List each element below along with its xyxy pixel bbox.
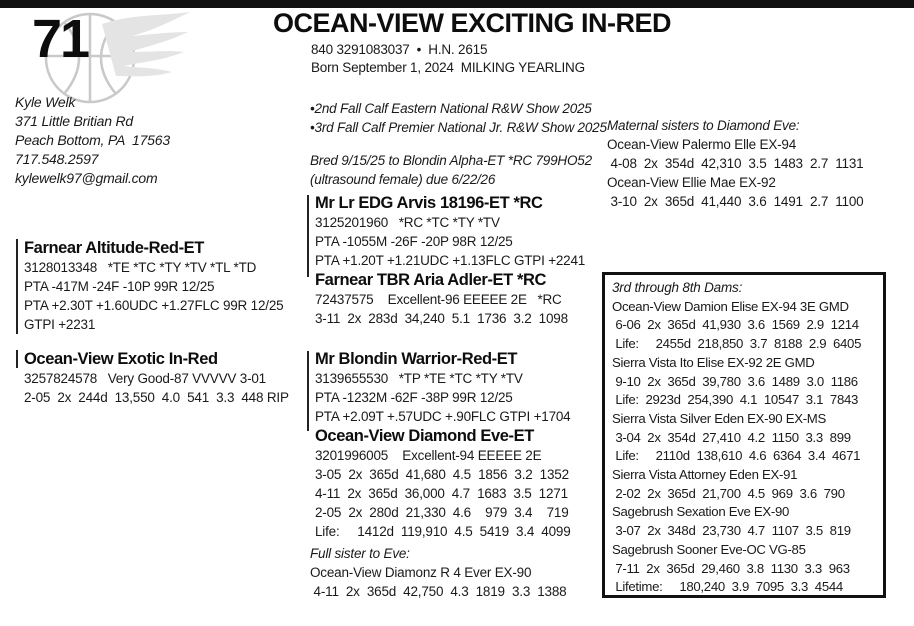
record-line: Sierra Vista Ito Elise EX-92 2E GMD — [612, 354, 815, 370]
record-line: 3-04 2x 354d 27,410 4.2 1150 3.3 899 — [612, 429, 851, 445]
record-line: Ocean-View Ellie Mae EX-92 — [607, 175, 776, 190]
dams-box-lines: Ocean-View Damion Elise EX-94 3E GMD 6-0… — [612, 298, 876, 597]
breeding-note: Bred 9/15/25 to Blondin Alpha-ET *RC 799… — [310, 151, 592, 189]
record-line: 2-02 2x 365d 21,700 4.5 969 3.6 790 — [612, 485, 845, 501]
animal-name: Farnear Altitude-Red-ET — [24, 239, 204, 257]
animal-name: Ocean-View Exotic In-Red — [24, 350, 218, 368]
record-line: Ocean-View Damion Elise EX-94 3E GMD — [612, 298, 849, 314]
show-result-line: •2nd Fall Calf Eastern National R&W Show… — [310, 101, 592, 116]
birth-line: Born September 1, 2024 MILKING YEARLING — [311, 60, 585, 75]
record-line: Ocean-View Palermo Elle EX-94 — [607, 137, 797, 152]
pedigree-block-dam-parents: Mr Blondin Warrior-Red-ET 3139655530 *TP… — [315, 349, 571, 541]
pedigree-block-sire-parents: Mr Lr EDG Arvis 18196-ET *RC 3125201960 … — [315, 193, 585, 328]
pedigree-block-sire: Farnear Altitude-Red-ET 3128013348 *TE *… — [24, 238, 284, 334]
dams-box: 3rd through 8th Dams: Ocean-View Damion … — [602, 272, 886, 598]
record-line: Sierra Vista Silver Eden EX-90 EX-MS — [612, 410, 826, 426]
record-line: 6-06 2x 365d 41,930 3.6 1569 2.9 1214 — [612, 317, 859, 333]
record-line: Sagebrush Sexation Eve EX-90 — [612, 504, 790, 520]
pedigree-lines: 3128013348 *TE *TC *TY *TV *TL *TD PTA -4… — [24, 258, 284, 334]
pedigree-bracket — [16, 239, 18, 334]
page-title: OCEAN-VIEW EXCITING IN-RED — [272, 8, 672, 38]
consigner-line: 371 Little Britian Rd — [15, 113, 133, 129]
pedigree-line: PTA -1232M -62F -38P 99R 12/25 — [315, 390, 513, 405]
record-line: Life: 2923d 254,390 4.1 10547 3.1 7843 — [612, 392, 859, 408]
pedigree-line: PTA +1.20T +1.21UDC +1.13FLC GTPI +2241 — [315, 253, 586, 268]
record-line: 7-11 2x 365d 29,460 3.8 1130 3.3 963 — [612, 560, 850, 576]
pedigree-bracket — [307, 195, 309, 277]
pedigree-line: 3-11 2x 283d 34,240 5.1 1736 3.2 1098 — [315, 311, 568, 326]
record-line: 3201996005 Excellent-94 EEEEE 2E — [315, 448, 542, 463]
record-line: 2-05 2x 280d 21,330 4.6 979 3.4 719 — [315, 505, 569, 520]
record-line: 9-10 2x 365d 39,780 3.6 1489 3.0 1186 — [612, 373, 858, 389]
pedigree-bracket — [307, 351, 309, 431]
pedigree-lines: 3125201960 *RC *TC *TY *TV PTA -1055M -26… — [315, 213, 585, 270]
animal-name: Mr Lr EDG Arvis 18196-ET *RC — [315, 194, 543, 212]
record-line: 3-10 2x 365d 41,440 3.6 1491 2.7 1100 — [607, 194, 864, 209]
animal-name: Mr Blondin Warrior-Red-ET — [315, 350, 518, 368]
full-sister-section: Full sister to Eve: Ocean-View Diamonz R… — [310, 544, 567, 601]
record-line: 4-11 2x 365d 42,750 4.3 1819 3.3 1388 — [310, 584, 567, 599]
record-line: Life: 1412d 119,910 4.5 5419 3.4 4099 — [315, 524, 571, 539]
full-sister-lines: Ocean-View Diamonz R 4 Ever EX-90 4-11 2… — [310, 563, 567, 601]
consigner-line: kylewelk97@gmail.com — [15, 170, 158, 186]
record-line: Ocean-View Diamonz R 4 Ever EX-90 — [310, 565, 532, 580]
record-line: 3-07 2x 348d 23,730 4.7 1107 3.5 819 — [612, 523, 851, 539]
pedigree-bracket — [16, 350, 18, 368]
pedigree-line: PTA +2.30T +1.60UDC +1.27FLC 99R 12/25 — [24, 298, 284, 313]
full-sister-heading: Full sister to Eve: — [310, 546, 410, 561]
pedigree-lines: 3257824578 Very Good-87 VVVVV 3-01 2-05 2… — [24, 369, 289, 407]
show-results: •2nd Fall Calf Eastern National R&W Show… — [310, 99, 607, 137]
pedigree-line: 3125201960 *RC *TC *TY *TV — [315, 215, 500, 230]
consigner-line: Kyle Welk — [15, 94, 76, 110]
pedigree-line: 3139655530 *TP *TE *TC *TY *TV — [315, 371, 523, 386]
pedigree-block-dam: Ocean-View Exotic In-Red 3257824578 Very… — [24, 349, 289, 407]
top-rule — [0, 0, 914, 8]
record-line: Sagebrush Sooner Eve-OC VG-85 — [612, 541, 806, 557]
consigner-line: Peach Bottom, PA 17563 — [15, 132, 170, 148]
dams-box-heading: 3rd through 8th Dams: — [612, 280, 743, 295]
animal-name: Farnear TBR Aria Adler-ET *RC — [315, 271, 547, 289]
consigner-info: Kyle Welk 371 Little Britian Rd Peach Bott… — [15, 93, 170, 188]
pedigree-lines: 3201996005 Excellent-94 EEEEE 2E 3-05 2x … — [315, 446, 571, 541]
pedigree-line: 3128013348 *TE *TC *TY *TV *TL *TD — [24, 260, 257, 275]
maternal-sisters-section: Maternal sisters to Diamond Eve: Ocean-V… — [607, 116, 864, 211]
basketball-flames-icon — [44, 12, 190, 104]
pedigree-lines: 72437575 Excellent-96 EEEEE 2E *RC 3-11 2… — [315, 290, 585, 328]
show-result-line: •3rd Fall Calf Premier National Jr. R&W … — [310, 120, 607, 135]
breeding-note-line: Bred 9/15/25 to Blondin Alpha-ET *RC 799… — [310, 153, 592, 168]
record-line: Sierra Vista Attorney Eden EX-91 — [612, 467, 798, 483]
pedigree-line: PTA -417M -24F -10P 99R 12/25 — [24, 279, 215, 294]
registration-line: 840 3291083037 • H.N. 2615 — [311, 42, 488, 57]
breeding-note-line: (ultrasound female) due 6/22/26 — [310, 172, 496, 187]
pedigree-line: PTA +2.09T +.57UDC +.90FLC GTPI +1704 — [315, 409, 571, 424]
record-line: Life: 2110d 138,610 4.6 6364 3.4 4671 — [612, 448, 861, 464]
pedigree-lines: 3139655530 *TP *TE *TC *TY *TV PTA -1232M… — [315, 369, 571, 426]
record-line: 3-05 2x 365d 41,680 4.5 1856 3.2 1352 — [315, 467, 569, 482]
pedigree-line: PTA -1055M -26F -20P 98R 12/25 — [315, 234, 513, 249]
record-line: 4-11 2x 365d 36,000 4.7 1683 3.5 1271 — [315, 486, 568, 501]
consigner-line: 717.548.2597 — [15, 151, 99, 167]
lot-logo: 71 — [12, 6, 192, 106]
lot-number: 71 — [32, 9, 90, 69]
pedigree-line: 2-05 2x 244d 13,550 4.0 541 3.3 448 RIP — [24, 390, 289, 405]
animal-name: Ocean-View Diamond Eve-ET — [315, 427, 534, 445]
record-line: Life: 2455d 218,850 3.7 8188 2.9 6405 — [612, 336, 862, 352]
record-line: Lifetime: 180,240 3.9 7095 3.3 4544 — [612, 579, 843, 595]
maternal-sisters-heading: Maternal sisters to Diamond Eve: — [607, 118, 800, 133]
pedigree-line: 72437575 Excellent-96 EEEEE 2E *RC — [315, 292, 562, 307]
maternal-sisters-lines: Ocean-View Palermo Elle EX-94 4-08 2x 35… — [607, 135, 864, 211]
pedigree-line: GTPI +2231 — [24, 317, 96, 332]
pedigree-line: 3257824578 Very Good-87 VVVVV 3-01 — [24, 371, 266, 386]
record-line: 4-08 2x 354d 42,310 3.5 1483 2.7 1131 — [607, 156, 864, 171]
